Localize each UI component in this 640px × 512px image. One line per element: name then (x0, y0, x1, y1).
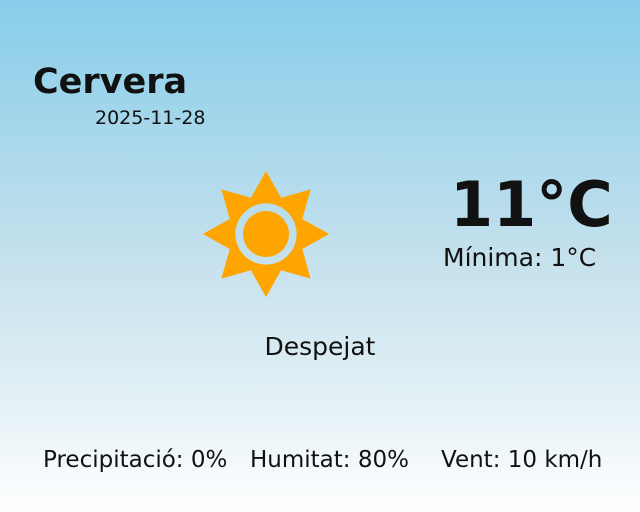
humidity-label: Humitat: 80% (250, 447, 409, 473)
condition-label: Despejat (264, 332, 376, 361)
minimum-temperature: Mínima: 1°C (443, 243, 597, 272)
sun-icon (199, 167, 333, 301)
forecast-date: 2025-11-28 (95, 107, 206, 129)
precipitation-label: Precipitació: 0% (43, 447, 228, 473)
current-temperature: 11°C (450, 168, 613, 241)
wind-label: Vent: 10 km/h (441, 447, 603, 473)
location-title: Cervera (33, 62, 188, 102)
